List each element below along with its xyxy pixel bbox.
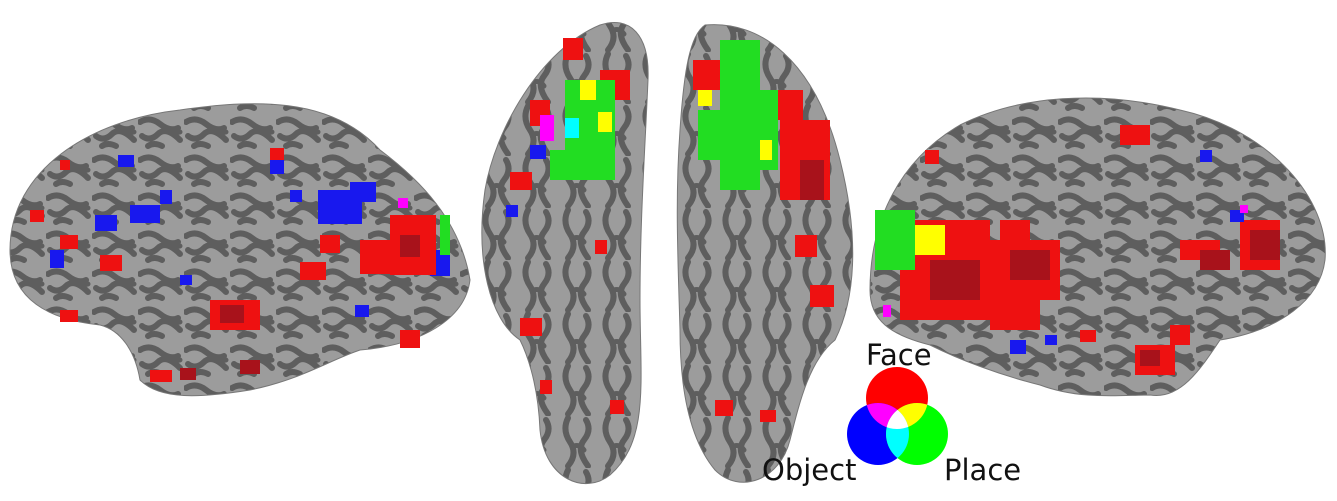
venn-legend [847,367,948,465]
legend-object-label: Object [762,453,857,487]
legend-place-label: Place [944,453,1022,487]
brain-lateral-left-icon [9,103,471,397]
brain-lateral-right-icon [869,97,1326,397]
brain-ventral-right-icon [676,24,854,483]
legend-face-label: Face [866,338,932,372]
brain-ventral-left-icon [481,21,649,484]
